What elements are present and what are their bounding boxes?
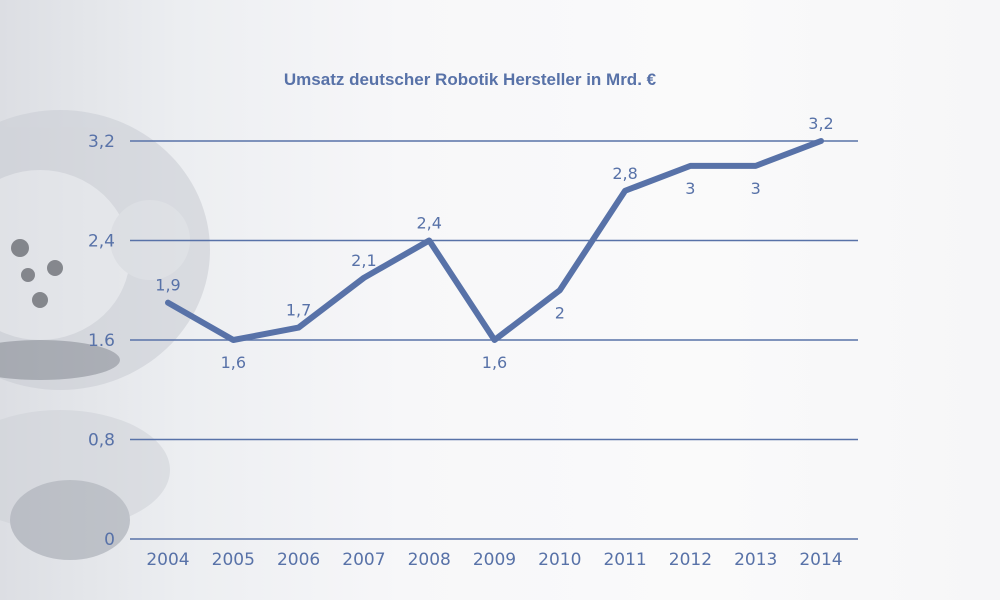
chart-title: Umsatz deutscher Robotik Hersteller in M… <box>284 70 657 89</box>
data-label: 2,4 <box>416 214 441 233</box>
data-label: 1,9 <box>155 276 180 295</box>
data-label: 2,8 <box>612 164 637 183</box>
y-tick-label: 2,4 <box>88 232 115 252</box>
x-tick-label: 2013 <box>734 550 777 570</box>
x-tick-label: 2009 <box>473 550 516 570</box>
data-label: 3 <box>685 179 695 198</box>
series-line <box>165 138 824 343</box>
x-tick-label: 2005 <box>212 550 255 570</box>
x-tick-label: 2011 <box>603 550 646 570</box>
data-label: 3 <box>751 179 761 198</box>
x-tick-label: 2010 <box>538 550 581 570</box>
data-label: 3,2 <box>808 114 833 133</box>
data-label: 1,7 <box>286 301 311 320</box>
y-tick-label: 0,8 <box>88 431 115 451</box>
y-tick-label: 0 <box>104 530 115 550</box>
data-label: 1,6 <box>482 353 507 372</box>
y-tick-label: 3,2 <box>88 132 115 152</box>
y-tick-label: 1.6 <box>88 331 115 351</box>
x-tick-label: 2007 <box>342 550 385 570</box>
x-tick-label: 2014 <box>799 550 842 570</box>
data-label: 2,1 <box>351 251 376 270</box>
x-tick-label: 2004 <box>146 550 189 570</box>
data-label: 1,6 <box>221 353 246 372</box>
x-tick-label: 2008 <box>408 550 451 570</box>
robot-background-image <box>0 110 210 560</box>
x-tick-label: 2006 <box>277 550 320 570</box>
x-tick-label: 2012 <box>669 550 712 570</box>
data-label: 2 <box>555 303 565 322</box>
